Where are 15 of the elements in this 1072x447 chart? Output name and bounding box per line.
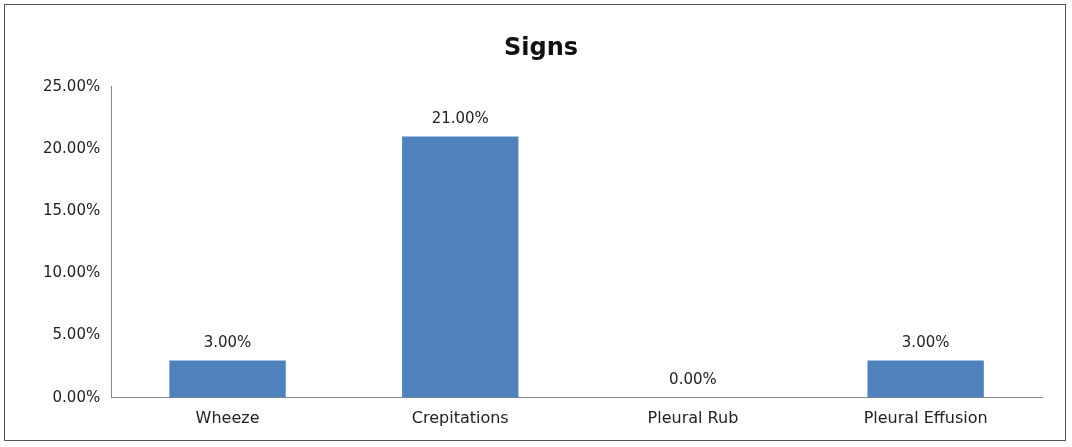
- x-tick-label: Pleural Rub: [647, 407, 739, 427]
- data-label: 3.00%: [203, 332, 252, 351]
- data-label: 21.00%: [431, 108, 489, 127]
- x-tick-label: Crepitations: [411, 407, 509, 427]
- y-tick-label: 5.00%: [52, 325, 101, 344]
- y-tick-label: 10.00%: [42, 263, 101, 282]
- data-label: 3.00%: [901, 332, 950, 351]
- chart-title: Signs: [503, 32, 579, 61]
- x-tick-label: Pleural Effusion: [863, 407, 988, 427]
- y-tick-label: 25.00%: [42, 76, 101, 95]
- y-tick-label: 20.00%: [42, 138, 101, 157]
- data-label: 0.00%: [669, 370, 717, 389]
- y-tick-label: 0.00%: [52, 387, 101, 406]
- y-tick-label: 15.00%: [42, 201, 101, 220]
- x-tick-label: Wheeze: [195, 407, 260, 427]
